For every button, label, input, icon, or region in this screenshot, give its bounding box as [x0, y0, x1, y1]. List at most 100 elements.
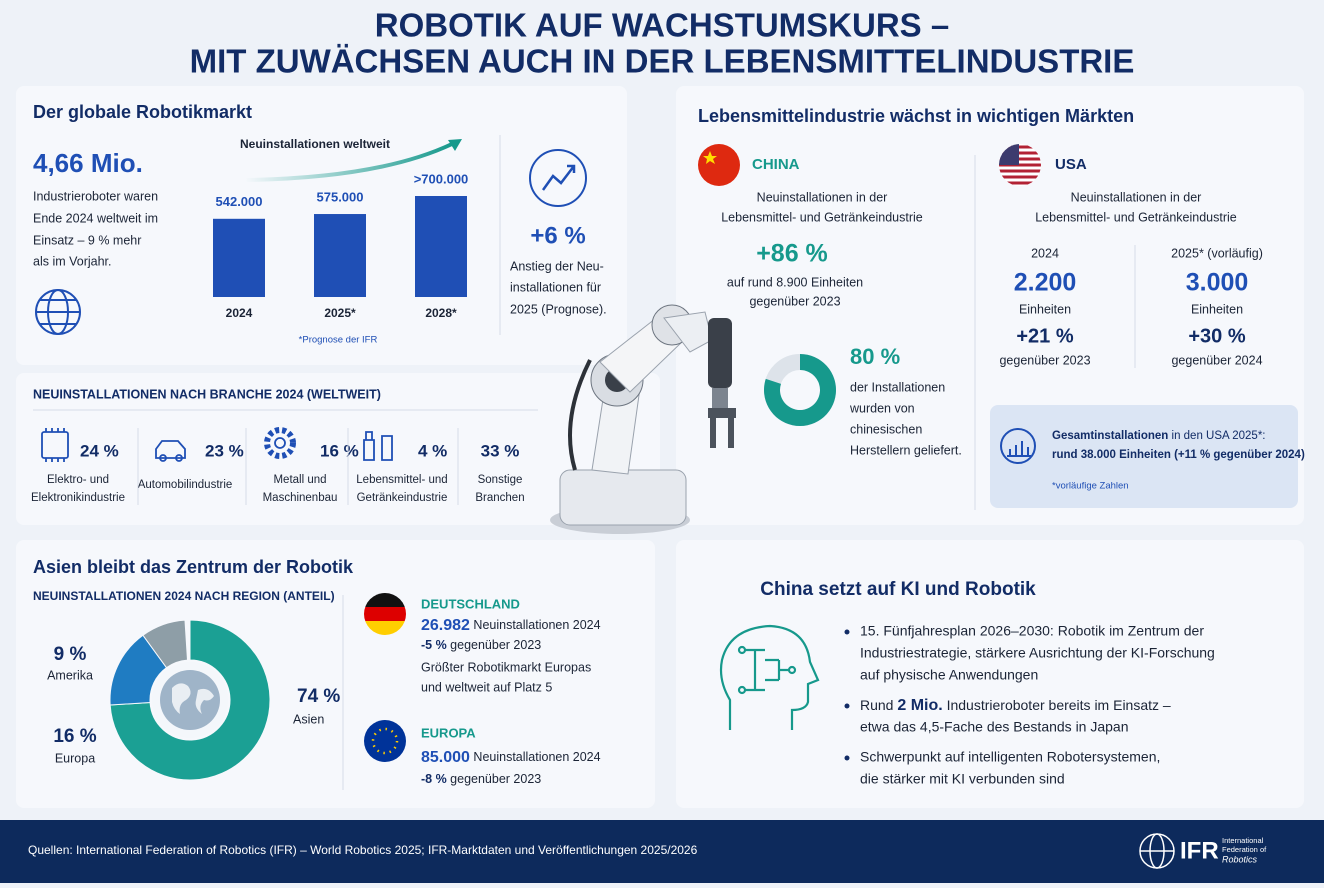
text: gegenüber 2023: [447, 638, 542, 652]
bar-chart: 542.000 2024 575.000 2025* >700.000 2028*: [213, 171, 468, 320]
text: Einsatz – 9 % mehr: [33, 233, 141, 247]
label: Branchen: [475, 492, 524, 504]
label: Elektronikindustrie: [31, 492, 125, 504]
text: und weltweit auf Platz 5: [421, 680, 552, 694]
text: etwa das 4,5-Fache des Bestands in Japan: [860, 719, 1129, 735]
usa-columns: 2024 2.200 Einheiten +21 % gegenüber 2023 202…: [999, 246, 1262, 367]
trend-arrow: [244, 142, 453, 182]
trend-arrow-head: [448, 139, 462, 151]
text: Lebensmittel- und Getränkeindustrie: [1035, 210, 1237, 224]
share-value: 80 %: [850, 344, 900, 369]
text: Rund 2 Mio. Industrieroboter bereits im …: [860, 697, 1171, 715]
logo: IFR: [1180, 837, 1219, 864]
text: auf physische Anwendungen: [860, 667, 1038, 683]
donut-segment: [142, 619, 189, 669]
text: Rund: [860, 697, 897, 713]
label: Metall und: [273, 474, 326, 486]
number: -8 %: [421, 772, 447, 786]
share: 24 %: [80, 441, 119, 460]
footnote: *vorläufige Zahlen: [1052, 481, 1129, 492]
country: EUROPA: [421, 725, 476, 740]
text: Industrieroboter waren: [33, 189, 158, 203]
sources: Quellen: International Federation of Rob…: [28, 843, 698, 857]
text: Anstieg der Neu-: [510, 259, 604, 273]
germany-flag: [364, 593, 406, 635]
branch-list: 24 % Elektro- und Elektronikindustrie 23 % A…: [31, 441, 525, 504]
text: rund 38.000 Einheiten (+11 % gegenüber 2…: [1052, 449, 1305, 461]
heading: Der globale Robotikmarkt: [33, 102, 252, 122]
label: Sonstige: [478, 474, 523, 486]
number: -5 %: [421, 638, 447, 652]
growth-value: +6 %: [530, 222, 585, 249]
chart-title: Neuinstallationen weltweit: [240, 137, 390, 151]
text: 15. Fünfjahresplan 2026–2030: Robotik im…: [860, 623, 1204, 639]
text: Neuinstallationen in der: [1071, 190, 1202, 204]
text: als im Vorjahr.: [33, 254, 112, 268]
donut-segment: [763, 354, 836, 426]
x-tick-label: 2025*: [324, 306, 356, 320]
text: auf rund 8.900 Einheiten: [727, 275, 863, 289]
text: installationen für: [510, 280, 601, 294]
eu-flag: [364, 720, 406, 762]
text: 85.000 Neuinstallationen 2024: [421, 749, 601, 766]
donut-chart: [763, 354, 836, 426]
text: Neuinstallationen 2024: [470, 750, 601, 764]
panel: [676, 540, 1304, 808]
share: 16 %: [320, 441, 359, 460]
logo-text: Robotics: [1222, 854, 1258, 864]
share-label: 16 %: [53, 726, 96, 747]
unit: Einheiten: [1191, 302, 1243, 316]
number: 26.982: [421, 617, 470, 634]
heading: Asien bleibt das Zentrum der Robotik: [33, 557, 354, 577]
heading: NEUINSTALLATIONEN NACH BRANCHE 2024 (WEL…: [33, 387, 381, 401]
text: Gesamtinstallationen in den USA 2025*:: [1052, 430, 1266, 442]
label: Maschinenbau: [263, 492, 338, 504]
text: -5 % gegenüber 2023: [421, 638, 541, 652]
growth: +30 %: [1188, 325, 1245, 347]
share: 33 %: [481, 441, 520, 460]
text: Lebensmittel- und Getränkeindustrie: [721, 210, 923, 224]
info-box: [990, 405, 1298, 508]
value-label: >700.000: [414, 171, 469, 186]
heading: Lebensmittelindustrie wächst in wichtige…: [698, 106, 1134, 126]
globe-icon: [35, 289, 81, 335]
category-label: Amerika: [47, 668, 93, 682]
compare: gegenüber 2023: [999, 353, 1090, 367]
share: 23 %: [205, 441, 244, 460]
year: 2024: [1031, 246, 1059, 260]
number: 2 Mio.: [897, 697, 942, 714]
number: 85.000: [421, 749, 470, 766]
footnote: *Prognose der IFR: [299, 335, 378, 346]
category-label: Europa: [55, 751, 95, 765]
growth-value: +86 %: [756, 240, 828, 268]
donut-labels: 74 % Asien 16 % Europa 9 % Amerika: [47, 644, 340, 765]
x-tick-label: 2028*: [425, 306, 457, 320]
value: 2.200: [1014, 269, 1077, 297]
country: CHINA: [752, 156, 800, 173]
share-label: 74 %: [297, 686, 340, 707]
text: chinesischen: [850, 422, 922, 436]
year: 2025* (vorläufig): [1171, 246, 1263, 260]
title: ROBOTIK AUF WACHSTUMSKURS –: [375, 7, 949, 44]
logo-text: Federation of: [1222, 845, 1267, 854]
text: Neuinstallationen 2024: [470, 618, 601, 632]
heading: China setzt auf KI und Robotik: [760, 579, 1036, 600]
text: Größter Robotikmarkt Europas: [421, 660, 591, 674]
bar: [415, 196, 467, 297]
text: Herstellern geliefert.: [850, 443, 962, 457]
country: DEUTSCHLAND: [421, 596, 520, 611]
china-flag: [698, 144, 740, 186]
label: Lebensmittel- und: [356, 474, 447, 486]
share-label: 9 %: [54, 644, 87, 665]
unit: Einheiten: [1019, 302, 1071, 316]
category-label: Asien: [293, 712, 324, 726]
text: Ende 2024 weltweit im: [33, 211, 158, 225]
globe: [152, 662, 228, 738]
subheading: NEUINSTALLATIONEN 2024 NACH REGION (ANTE…: [33, 589, 335, 603]
text: gegenüber 2023: [447, 772, 542, 786]
text: der Installationen: [850, 380, 945, 394]
bullets: [844, 629, 850, 761]
description: Industrieroboter waren Ende 2024 weltwei…: [33, 189, 158, 268]
chart-icon: [1000, 428, 1036, 464]
text: in den USA 2025*:: [1168, 430, 1265, 442]
